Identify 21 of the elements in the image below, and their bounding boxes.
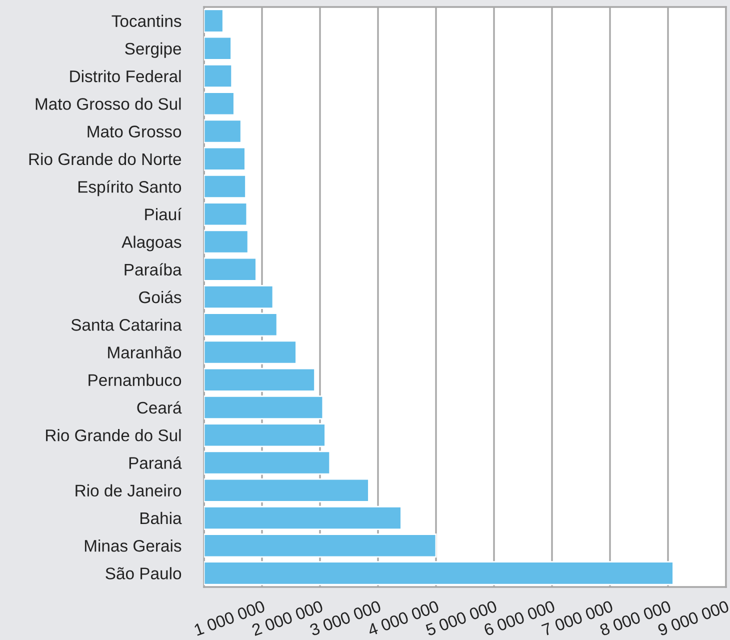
y-tick-label: Mato Grosso bbox=[88, 126, 182, 138]
y-tick-label: Paraíba bbox=[124, 263, 182, 276]
y-tick-label: Paraná bbox=[129, 456, 182, 469]
y-tick-label: Maranhão bbox=[108, 346, 182, 358]
y-tick-label: Bahia bbox=[140, 512, 182, 524]
y-tick-label: Rio Grande do Sul bbox=[46, 429, 181, 442]
y-tick-label: Goiás bbox=[139, 290, 182, 304]
y-tick-label: Minas Gerais bbox=[84, 540, 182, 552]
y-tick-label: Piauí bbox=[145, 208, 182, 220]
y-tick-label: Alagoas bbox=[122, 236, 182, 252]
y-tick-label: São Paulo bbox=[106, 567, 182, 580]
y-tick-label: Espírito Santo bbox=[78, 180, 182, 196]
y-tick-label: Tocantins bbox=[112, 14, 182, 28]
y-tick-label: Mato Grosso do Sul bbox=[36, 98, 181, 110]
y-tick-label: Rio de Janeiro bbox=[76, 484, 182, 497]
y-tick-label: Ceará bbox=[137, 401, 182, 414]
y-tick-label: Sergipe bbox=[125, 42, 182, 58]
y-tick-label: Santa Catarina bbox=[71, 318, 182, 331]
y-tick-label: Distrito Federal bbox=[70, 70, 181, 82]
y-tick-label: Rio Grande do Norte bbox=[29, 152, 182, 166]
y-tick-label: Pernambuco bbox=[88, 374, 182, 386]
